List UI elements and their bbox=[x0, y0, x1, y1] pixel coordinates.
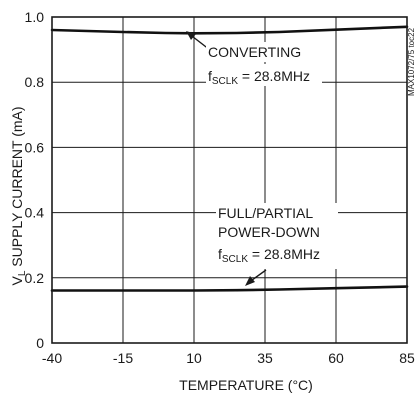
x-tick-label: -15 bbox=[113, 350, 133, 366]
series-lines bbox=[50, 25, 409, 292]
x-tick-label: -40 bbox=[42, 350, 62, 366]
arrowhead-converting bbox=[186, 31, 196, 40]
x-tick-labels: -40 -15 10 35 60 85 bbox=[42, 350, 415, 366]
y-tick-label: 1.0 bbox=[25, 9, 45, 25]
y-tick-label: 0.2 bbox=[25, 270, 45, 286]
annotation-converting: CONVERTING fSCLK = 28.8MHz bbox=[186, 31, 322, 87]
x-tick-label: 60 bbox=[328, 350, 344, 366]
plot-frame bbox=[51, 16, 408, 344]
y-tick-label: 0 bbox=[36, 335, 44, 351]
annotation-background bbox=[206, 64, 322, 86]
y-tick-label: 0.6 bbox=[25, 139, 45, 155]
x-tick-label: 85 bbox=[399, 350, 415, 366]
annotation-power-down: FULL/PARTIAL POWER-DOWN fSCLK = 28.8MHz bbox=[216, 203, 338, 286]
x-tick-label: 35 bbox=[257, 350, 273, 366]
annotation-power-down-line1: FULL/PARTIAL bbox=[218, 205, 313, 221]
annotation-power-down-line2: POWER-DOWN bbox=[218, 224, 320, 240]
x-axis-label: TEMPERATURE (°C) bbox=[179, 377, 313, 393]
annotation-converting-freq: fSCLK = 28.8MHz bbox=[208, 68, 310, 87]
annotation-power-down-freq: fSCLK = 28.8MHz bbox=[218, 246, 320, 265]
arrowhead-power-down bbox=[245, 276, 255, 286]
series-line-2 bbox=[50, 285, 409, 292]
y-tick-label: 0.4 bbox=[25, 205, 45, 221]
annotation-converting-text: CONVERTING bbox=[208, 44, 301, 60]
annotation-background bbox=[216, 203, 338, 269]
annotation-background bbox=[206, 42, 304, 62]
y-tick-label: 0.8 bbox=[25, 74, 45, 90]
y-tick-labels: 0 0.2 0.4 0.6 0.8 1.0 bbox=[25, 9, 45, 351]
y-axis-label: VL SUPPLY CURRENT (mA) bbox=[9, 106, 28, 285]
series-line-1 bbox=[50, 25, 409, 35]
watermark: MAX1072/75 toc22 bbox=[407, 27, 416, 96]
x-tick-label: 10 bbox=[186, 350, 202, 366]
